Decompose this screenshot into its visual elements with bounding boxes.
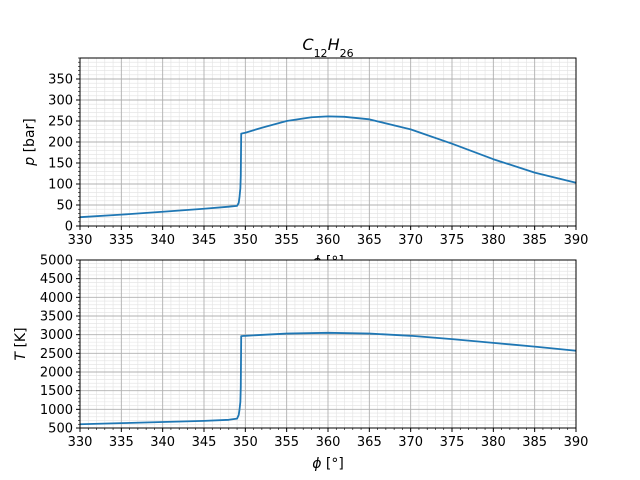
temperature-y-axis-symbol: T — [13, 351, 29, 361]
pressure-series-line — [79, 115, 577, 219]
temperature-y-tick-label: 3000 — [40, 328, 73, 343]
pressure-y-axis-symbol: p — [22, 157, 38, 167]
pressure-x-tick-label: 335 — [109, 233, 134, 248]
temperature-y-tick-label: 2500 — [40, 347, 73, 362]
temperature-x-tick-label: 390 — [564, 435, 589, 450]
temperature-y-tick-label: 2000 — [40, 366, 73, 381]
title-sub-12: 12 — [314, 47, 328, 60]
pressure-y-tick-label: 200 — [48, 136, 73, 151]
temperature-x-tick-label: 330 — [68, 435, 93, 450]
temperature-y-tick-label: 4500 — [40, 272, 73, 287]
temperature-x-tick-label: 355 — [274, 435, 299, 450]
pressure-y-tick-label: 300 — [48, 94, 73, 109]
temperature-x-tick-label: 370 — [398, 435, 423, 450]
temperature-y-tick-label: 1500 — [40, 384, 73, 399]
pressure-x-tick-label: 375 — [440, 233, 465, 248]
pressure-y-tick-label: 250 — [48, 115, 73, 130]
temperature-y-tick-label: 500 — [48, 422, 73, 437]
pressure-x-tick-label: 355 — [274, 233, 299, 248]
pressure-x-tick-label: 360 — [316, 233, 341, 248]
temperature-y-tick-label: 1000 — [40, 403, 73, 418]
temperature-x-tick-label: 375 — [440, 435, 465, 450]
temperature-y-ticks: 500 1000 1500 2000 2500 3000 3500 4000 4500 5000 — [40, 254, 80, 437]
temperature-y-tick-label: 3500 — [40, 310, 73, 325]
temperature-x-axis-unit: [°] — [321, 456, 343, 472]
pressure-y-tick-label: 0 — [65, 220, 73, 235]
pressure-y-axis-label: p [bar] — [22, 118, 38, 167]
pressure-x-tick-label: 380 — [481, 233, 506, 248]
temperature-x-tick-label: 350 — [233, 435, 258, 450]
temperature-chart: 330 335 340 345 350 355 360 365 370 375 380 385 390 5… — [13, 254, 588, 473]
temperature-y-axis-unit: [K] — [13, 327, 29, 352]
temperature-x-tick-label: 385 — [522, 435, 547, 450]
pressure-y-tick-label: 350 — [48, 73, 73, 88]
pressure-x-tick-label: 330 — [68, 233, 93, 248]
temperature-x-tick-label: 335 — [109, 435, 134, 450]
pressure-x-tick-label: 370 — [398, 233, 423, 248]
temperature-x-tick-label: 340 — [150, 435, 175, 450]
temperature-y-tick-label: 4000 — [40, 291, 73, 306]
title-c: C — [302, 35, 314, 54]
temperature-x-tick-label: 345 — [192, 435, 217, 450]
pressure-x-tick-label: 345 — [192, 233, 217, 248]
pressure-chart: 330 335 340 345 350 355 360 365 370 375 380 385 390 0… — [22, 57, 589, 270]
pressure-y-ticks: 0 50 100 150 200 250 300 350 — [48, 57, 80, 235]
pressure-x-ticks: 330 335 340 345 350 355 360 365 370 375 380 385 390 — [68, 226, 589, 248]
title-sub-26: 26 — [340, 47, 354, 60]
title-h: H — [328, 35, 340, 54]
pressure-x-tick-label: 340 — [150, 233, 175, 248]
pressure-y-tick-label: 150 — [48, 157, 73, 172]
temperature-x-tick-label: 365 — [357, 435, 382, 450]
temperature-series-line — [79, 331, 577, 426]
pressure-x-tick-label: 350 — [233, 233, 258, 248]
pressure-y-tick-label: 100 — [48, 178, 73, 193]
temperature-x-axis-label: ϕ [°] — [312, 456, 344, 472]
temperature-x-axis-symbol: ϕ — [312, 456, 321, 472]
temperature-x-ticks: 330 335 340 345 350 355 360 365 370 375 380 385 390 — [68, 428, 589, 450]
temperature-x-tick-label: 380 — [481, 435, 506, 450]
pressure-x-tick-label: 390 — [564, 233, 589, 248]
pressure-x-tick-label: 385 — [522, 233, 547, 248]
pressure-y-tick-label: 50 — [56, 199, 73, 214]
temperature-y-tick-label: 5000 — [40, 254, 73, 269]
temperature-y-axis-label: T [K] — [13, 327, 29, 360]
temperature-x-tick-label: 360 — [316, 435, 341, 450]
chart-title: C12H26 — [302, 35, 353, 60]
pressure-x-tick-label: 365 — [357, 233, 382, 248]
pressure-y-axis-unit: [bar] — [22, 118, 38, 157]
